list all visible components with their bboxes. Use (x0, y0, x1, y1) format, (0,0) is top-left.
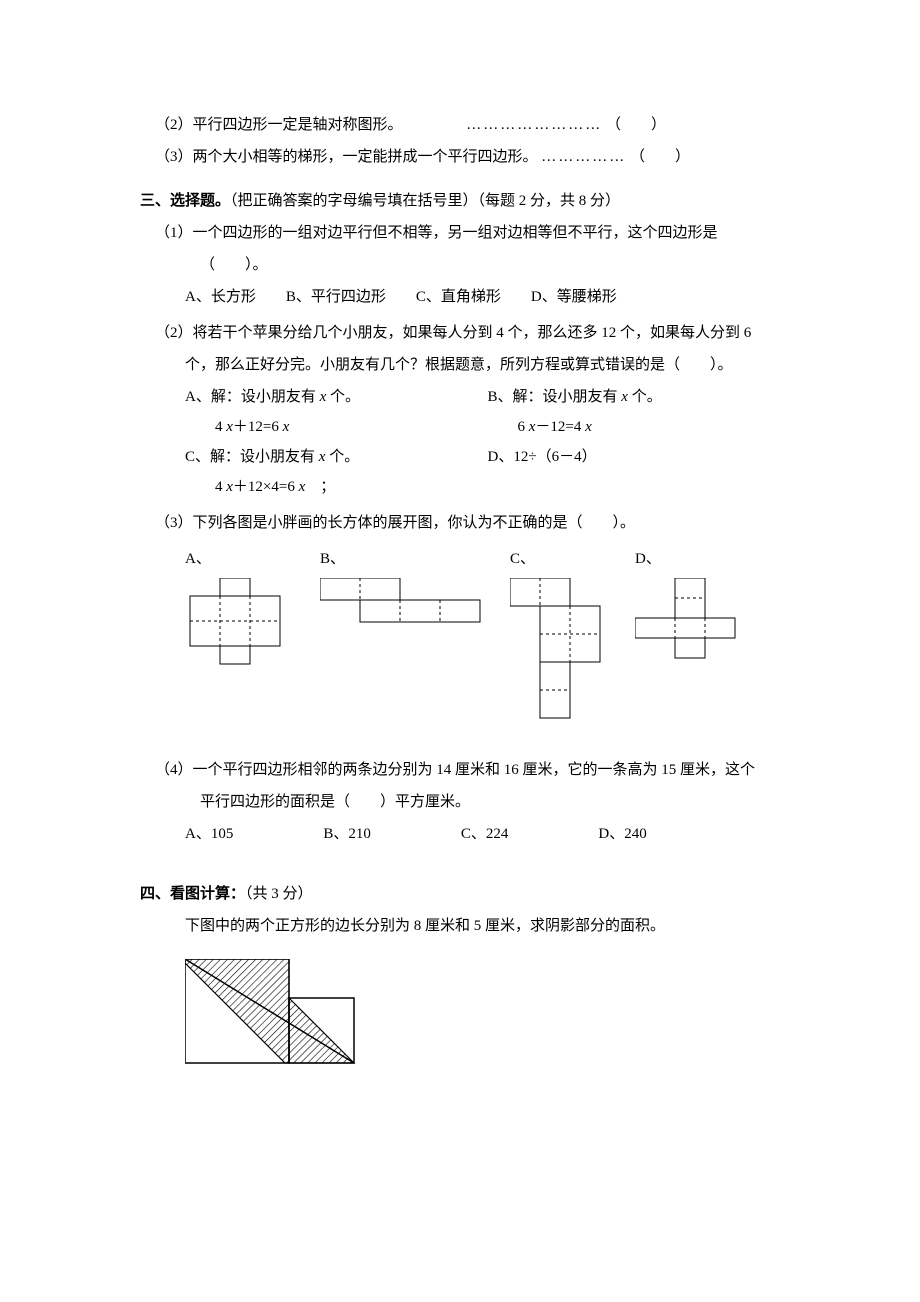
q4-line1: （4）一个平行四边形相邻的两条边分别为 14 厘米和 16 厘米，它的一条高为 … (140, 755, 790, 785)
q1-choice-d[interactable]: D、等腰梯形 (531, 282, 617, 312)
section-3-header: 三、选择题。（把正确答案的字母编号填在括号里）（每题 2 分，共 8 分） (140, 186, 790, 216)
q2-choices-row1: A、解：设小朋友有 x 个。 B、解：设小朋友有 x 个。 (140, 382, 790, 412)
net-b-icon (320, 578, 485, 638)
q2-c-eq: 4 x＋12×4=6 x ； (185, 472, 503, 502)
q2-a-eq: 4 x＋12=6 x (185, 412, 488, 442)
q3-label-d: D、 (635, 544, 745, 574)
q3-diagram-c[interactable]: C、 (510, 544, 610, 743)
q2-eq-row2: 4 x＋12×4=6 x ； (140, 472, 790, 502)
q1-blank: （ ）。 (140, 250, 790, 280)
q4-line2: 平行四边形的面积是（ ）平方厘米。 (140, 787, 790, 817)
section-3-subtitle: （把正确答案的字母编号填在括号里）（每题 2 分，共 8 分） (230, 193, 620, 209)
judge-3-paren[interactable]: （ ） (630, 149, 690, 165)
q2-choice-a[interactable]: A、解：设小朋友有 x 个。 (185, 382, 488, 412)
q2-choices-row2: C、解：设小朋友有 x 个。 D、12÷（6－4） (140, 442, 790, 472)
shaded-figure (185, 959, 790, 1069)
judge-2-text: （2）平行四边形一定是轴对称图形。 (155, 117, 403, 133)
q3-text: （3）下列各图是小胖画的长方体的展开图，你认为不正确的是（ ）。 (140, 508, 790, 538)
q3-label-b: B、 (320, 544, 485, 574)
q2-d-label: D、12÷（6－4） (488, 449, 597, 465)
section-3-title: 三、选择题。 (140, 193, 230, 209)
q2-choice-c[interactable]: C、解：设小朋友有 x 个。 (185, 442, 488, 472)
q2-eq-row1: 4 x＋12=6 x 6 x－12=4 x (140, 412, 790, 442)
q2-b-label: B、解：设小朋友有 (488, 389, 622, 405)
q2-choice-b[interactable]: B、解：设小朋友有 x 个。 (488, 382, 791, 412)
q4-choice-b[interactable]: B、210 (323, 819, 371, 849)
judge-item-2: （2）平行四边形一定是轴对称图形。 …………………… （ ） (140, 110, 790, 140)
net-d-icon (635, 578, 745, 698)
q1-choice-c[interactable]: C、直角梯形 (416, 282, 501, 312)
q2-line2: 个，那么正好分完。小朋友有几个？根据题意，所列方程或算式错误的是（ ）。 (140, 350, 790, 380)
section-4-text: 下图中的两个正方形的边长分别为 8 厘米和 5 厘米，求阴影部分的面积。 (140, 911, 790, 941)
q2-b-eq: 6 x－12=4 x (488, 412, 791, 442)
net-a-icon (185, 578, 295, 698)
q4-choices: A、105 B、210 C、224 D、240 (140, 819, 790, 849)
q3-diagrams: A、 B、 C、 (140, 544, 790, 743)
judge-2-paren[interactable]: （ ） (606, 117, 666, 133)
q2-c-suffix: 个。 (325, 449, 359, 465)
section-4-subtitle: （共 3 分） (245, 886, 313, 902)
q3-diagram-a[interactable]: A、 (185, 544, 295, 698)
q2-a-suffix: 个。 (326, 389, 360, 405)
net-c-icon (510, 578, 610, 743)
q3-diagram-b[interactable]: B、 (320, 544, 485, 638)
judge-item-3: （3）两个大小相等的梯形，一定能拼成一个平行四边形。 …………… （ ） (140, 142, 790, 172)
judge-2-dots: …………………… (466, 117, 602, 133)
q1-text: （1）一个四边形的一组对边平行但不相等，另一组对边相等但不平行，这个四边形是 (140, 218, 790, 248)
q1-paren[interactable]: （ ）。 (200, 257, 268, 273)
q3-diagram-d[interactable]: D、 (635, 544, 745, 698)
q2-choice-d[interactable]: D、12÷（6－4） (488, 442, 791, 472)
q1-choice-a[interactable]: A、长方形 (185, 282, 256, 312)
q2-c-label: C、解：设小朋友有 (185, 449, 319, 465)
q3-label-c: C、 (510, 544, 610, 574)
judge-3-dots: …………… (541, 149, 626, 165)
section-4-title: 四、看图计算： (140, 886, 245, 902)
q4-choice-d[interactable]: D、240 (598, 819, 646, 849)
q2-line1: （2）将若干个苹果分给几个小朋友，如果每人分到 4 个，那么还多 12 个，如果… (140, 318, 790, 348)
section-4-header: 四、看图计算：（共 3 分） (140, 879, 790, 909)
q1-choice-b[interactable]: B、平行四边形 (286, 282, 386, 312)
q2-b-suffix: 个。 (628, 389, 662, 405)
squares-diagram-icon (185, 959, 385, 1069)
q3-label-a: A、 (185, 544, 295, 574)
q1-choices: A、长方形 B、平行四边形 C、直角梯形 D、等腰梯形 (140, 282, 790, 312)
q2-a-label: A、解：设小朋友有 (185, 389, 320, 405)
q4-choice-c[interactable]: C、224 (461, 819, 509, 849)
q4-choice-a[interactable]: A、105 (185, 819, 233, 849)
judge-3-text: （3）两个大小相等的梯形，一定能拼成一个平行四边形。 (155, 149, 538, 165)
